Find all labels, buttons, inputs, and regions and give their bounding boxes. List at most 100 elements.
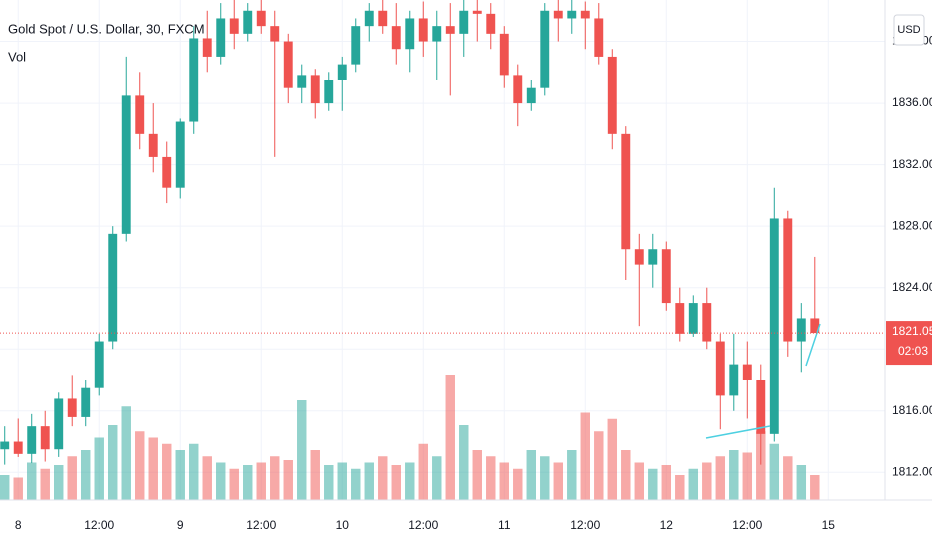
volume-bar: [243, 465, 253, 500]
volume-bar: [297, 400, 307, 500]
candle-body: [418, 18, 428, 42]
volume-bar: [67, 456, 77, 500]
candle-body: [607, 56, 617, 134]
last-price-label: 1821.05: [892, 324, 932, 338]
candle-body: [702, 303, 712, 342]
volume-bar: [607, 418, 618, 500]
candle-body: [634, 249, 644, 265]
volume-bar: [378, 456, 388, 500]
candle-body: [148, 133, 158, 157]
candle-body: [405, 18, 415, 50]
volume-bar: [486, 456, 496, 500]
trend-line: [705, 425, 771, 439]
x-tick-label: 10: [336, 518, 350, 532]
volume-bar: [283, 460, 293, 500]
y-tick-label: 1836.00: [892, 95, 932, 109]
currency-button[interactable]: [893, 14, 925, 46]
volume-bar: [135, 431, 145, 500]
countdown-label: 02:03: [898, 344, 928, 358]
volume-bar: [702, 462, 712, 500]
candle-body: [472, 10, 482, 14]
candle-body: [580, 10, 590, 19]
y-tick-label: 1824.00: [892, 280, 932, 294]
candle-body: [256, 10, 266, 27]
last-price-box: [886, 321, 932, 366]
candle-body: [688, 303, 698, 334]
volume-bar: [580, 412, 590, 500]
candle-layer: [0, 0, 820, 465]
volume-bar: [13, 477, 23, 500]
candle-body: [783, 218, 793, 342]
candle-body: [108, 233, 118, 342]
candle-body: [202, 38, 212, 57]
x-tick-label: 12:00: [408, 518, 438, 532]
x-tick-label: 12:00: [246, 518, 276, 532]
x-tick-label: 12:00: [84, 518, 114, 532]
volume-bar: [310, 450, 320, 500]
volume-bar: [54, 465, 64, 500]
candle-body: [364, 10, 374, 27]
candle-body: [229, 18, 239, 34]
volume-bar: [742, 452, 753, 500]
candle-body: [648, 249, 658, 265]
x-tick-label: 12:00: [732, 518, 762, 532]
x-tick-label: 12:00: [570, 518, 600, 532]
volume-label: Vol: [8, 49, 26, 64]
volume-bar: [405, 462, 415, 500]
volume-bar: [81, 450, 91, 500]
volume-bar: [567, 450, 577, 500]
candle-body: [621, 133, 631, 250]
candle-body: [661, 249, 671, 304]
candle-body: [27, 426, 37, 454]
candle-body: [675, 303, 685, 334]
volume-bar: [256, 462, 266, 500]
candle-body: [283, 41, 293, 88]
volume-bar: [540, 456, 550, 500]
chart-title: Gold Spot / U.S. Dollar, 30, FXCM: [8, 21, 205, 36]
volume-bar: [688, 468, 699, 500]
volume-bar: [499, 462, 509, 500]
x-tick-label: 8: [15, 518, 22, 532]
candle-body: [175, 121, 185, 188]
grid: [0, 0, 885, 500]
volume-bar: [526, 450, 536, 500]
volume-bar: [121, 406, 131, 500]
candle-body: [67, 398, 77, 417]
candle-body: [742, 364, 752, 380]
candle-body: [337, 64, 347, 80]
volume-bar: [513, 468, 523, 500]
candle-body: [216, 18, 226, 57]
volume-layer: [0, 375, 820, 500]
candle-body: [351, 26, 361, 65]
volume-bar: [472, 450, 482, 500]
candle-body: [310, 75, 320, 104]
y-tick-label: 1816.00: [892, 403, 932, 417]
volume-bar: [459, 425, 469, 500]
candle-body: [297, 75, 307, 88]
volume-bar: [418, 443, 428, 500]
x-tick-label: 11: [498, 518, 511, 532]
candle-body: [567, 10, 577, 19]
candle-body: [378, 10, 388, 27]
volume-bar: [148, 437, 158, 500]
volume-bar: [661, 465, 672, 500]
candle-body: [189, 38, 199, 122]
candle-body: [594, 18, 604, 57]
volume-bar: [229, 468, 239, 500]
volume-bar: [594, 431, 604, 500]
candle-body: [121, 95, 131, 234]
candle-body: [0, 441, 10, 450]
x-tick-label: 15: [822, 518, 836, 532]
candle-body: [94, 341, 104, 388]
candle-body: [729, 364, 739, 396]
volume-bar: [351, 468, 361, 500]
candle-body: [432, 26, 442, 42]
volume-bar: [270, 456, 280, 500]
candle-body: [391, 26, 401, 50]
candle-body: [715, 341, 725, 396]
volume-bar: [27, 462, 37, 500]
volume-bar: [432, 456, 442, 500]
trend-line: [805, 323, 821, 367]
volume-bar: [94, 437, 104, 500]
